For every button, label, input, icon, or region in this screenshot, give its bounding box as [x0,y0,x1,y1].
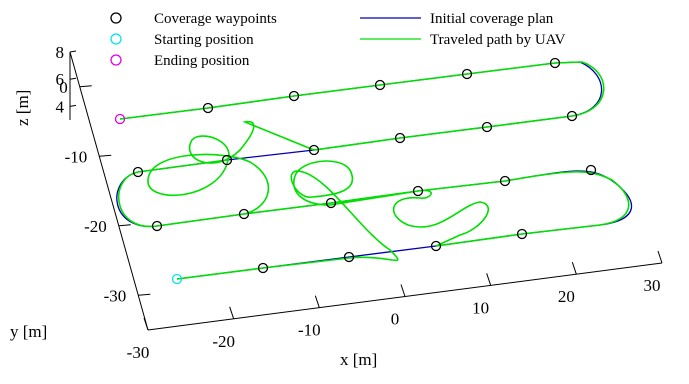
legend: Coverage waypoints Starting position End… [110,11,566,69]
x-axis-label: x [m] [340,350,377,369]
waypoint-marker [343,251,355,263]
waypoint-marker [202,102,214,114]
x-tick-label: -30 [127,343,150,362]
start-marker [171,273,183,285]
x-tick-mark [314,295,320,308]
z-tick-label: 6 [56,70,65,89]
waypoint-marker [151,220,163,232]
legend-plan-label: Initial coverage plan [430,11,554,27]
x-ticks: -30 -20 -10 0 10 20 30 [127,250,663,362]
legend-start-label: Starting position [154,32,254,48]
x-tick-label: 0 [391,310,400,329]
waypoint-marker [394,132,406,144]
initial-coverage-plan-series [116,61,633,280]
waypoint-marker [308,144,320,156]
coverage-waypoints-series [132,57,597,274]
z-tick-mark [69,77,77,80]
x-tick-mark [571,262,577,275]
y-tick-label: -10 [65,147,88,166]
waypoint-marker [430,240,442,252]
legend-waypoint-marker [110,12,122,24]
waypoint-marker [325,197,337,209]
y-axis-line [69,51,149,331]
y-tick-label: 0 [59,78,68,97]
traveled-path-series [117,61,630,280]
x-tick-label: 30 [644,276,661,295]
x-tick-mark [143,317,149,331]
x-tick-mark [657,250,663,264]
x-tick-mark [400,284,406,297]
y-axis-label: y [m] [10,322,47,341]
waypoint-marker [221,154,233,166]
axes: -30 -20 -10 0 10 20 30 -30 -20 -10 0 4 6 8 [56,43,663,362]
x-tick-mark [229,306,235,319]
waypoint-marker [257,262,269,274]
waypoint-marker [516,228,528,240]
legend-end-label: Ending position [154,53,250,69]
y-tick-label: -20 [84,217,107,236]
x-tick-label: 10 [472,298,489,317]
legend-start-marker [110,33,122,45]
waypoint-marker [549,57,561,69]
z-ticks: 4 6 8 [56,43,77,116]
x-tick-label: 20 [558,287,575,306]
x-tick-label: -20 [212,332,235,351]
legend-traveled-label: Traveled path by UAV [430,32,566,48]
z-tick-label: 4 [56,97,65,116]
y-tick-mark [118,224,131,227]
y-tick-label: -30 [104,286,127,305]
waypoint-marker [238,208,250,220]
y-tick-mark [79,85,92,88]
z-axis-label: z [m] [13,90,32,126]
waypoint-marker [499,175,511,187]
x-tick-mark [486,273,492,286]
plan-path [116,61,633,280]
waypoint-marker [461,68,473,80]
y-ticks: -30 -20 -10 0 [59,78,151,305]
z-tick-label: 8 [56,43,65,62]
waypoint-marker [288,90,300,102]
end-marker [114,113,126,125]
traveled-path [119,61,630,280]
x-tick-label: -10 [298,321,321,340]
waypoint-marker [374,79,386,91]
waypoint-marker [585,164,597,176]
legend-waypoint-label: Coverage waypoints [154,11,277,27]
z-tick-mark [69,104,77,107]
y-tick-mark [99,154,112,157]
z-tick-mark [69,50,77,53]
y-tick-mark [138,293,151,296]
legend-end-marker [110,54,122,66]
waypoint-marker [412,185,424,197]
waypoint-marker [566,110,578,122]
waypoint-marker [481,121,493,133]
waypoint-marker [132,166,144,178]
